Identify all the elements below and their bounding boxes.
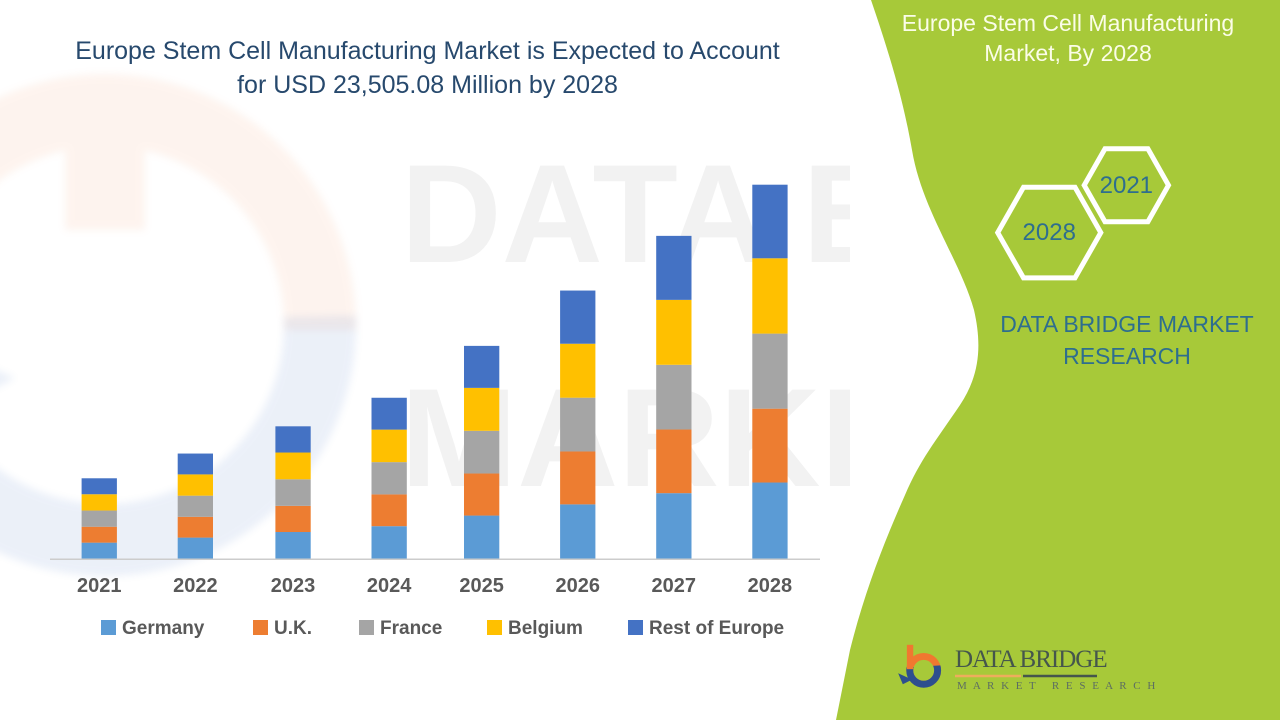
svg-text:2026: 2026 (556, 575, 601, 597)
svg-text:2021: 2021 (1100, 172, 1153, 199)
svg-text:2025: 2025 (459, 575, 504, 597)
svg-text:2023: 2023 (271, 575, 316, 597)
svg-text:2028: 2028 (1023, 219, 1076, 246)
svg-text:2022: 2022 (173, 575, 218, 597)
svg-text:2021: 2021 (77, 575, 122, 597)
svg-text:2028: 2028 (748, 575, 793, 597)
svg-text:RESEARCH: RESEARCH (1063, 343, 1191, 369)
svg-text:2027: 2027 (652, 575, 697, 597)
svg-text:2024: 2024 (367, 575, 412, 597)
svg-text:DATA BRIDGE MARKET: DATA BRIDGE MARKET (1000, 311, 1253, 337)
